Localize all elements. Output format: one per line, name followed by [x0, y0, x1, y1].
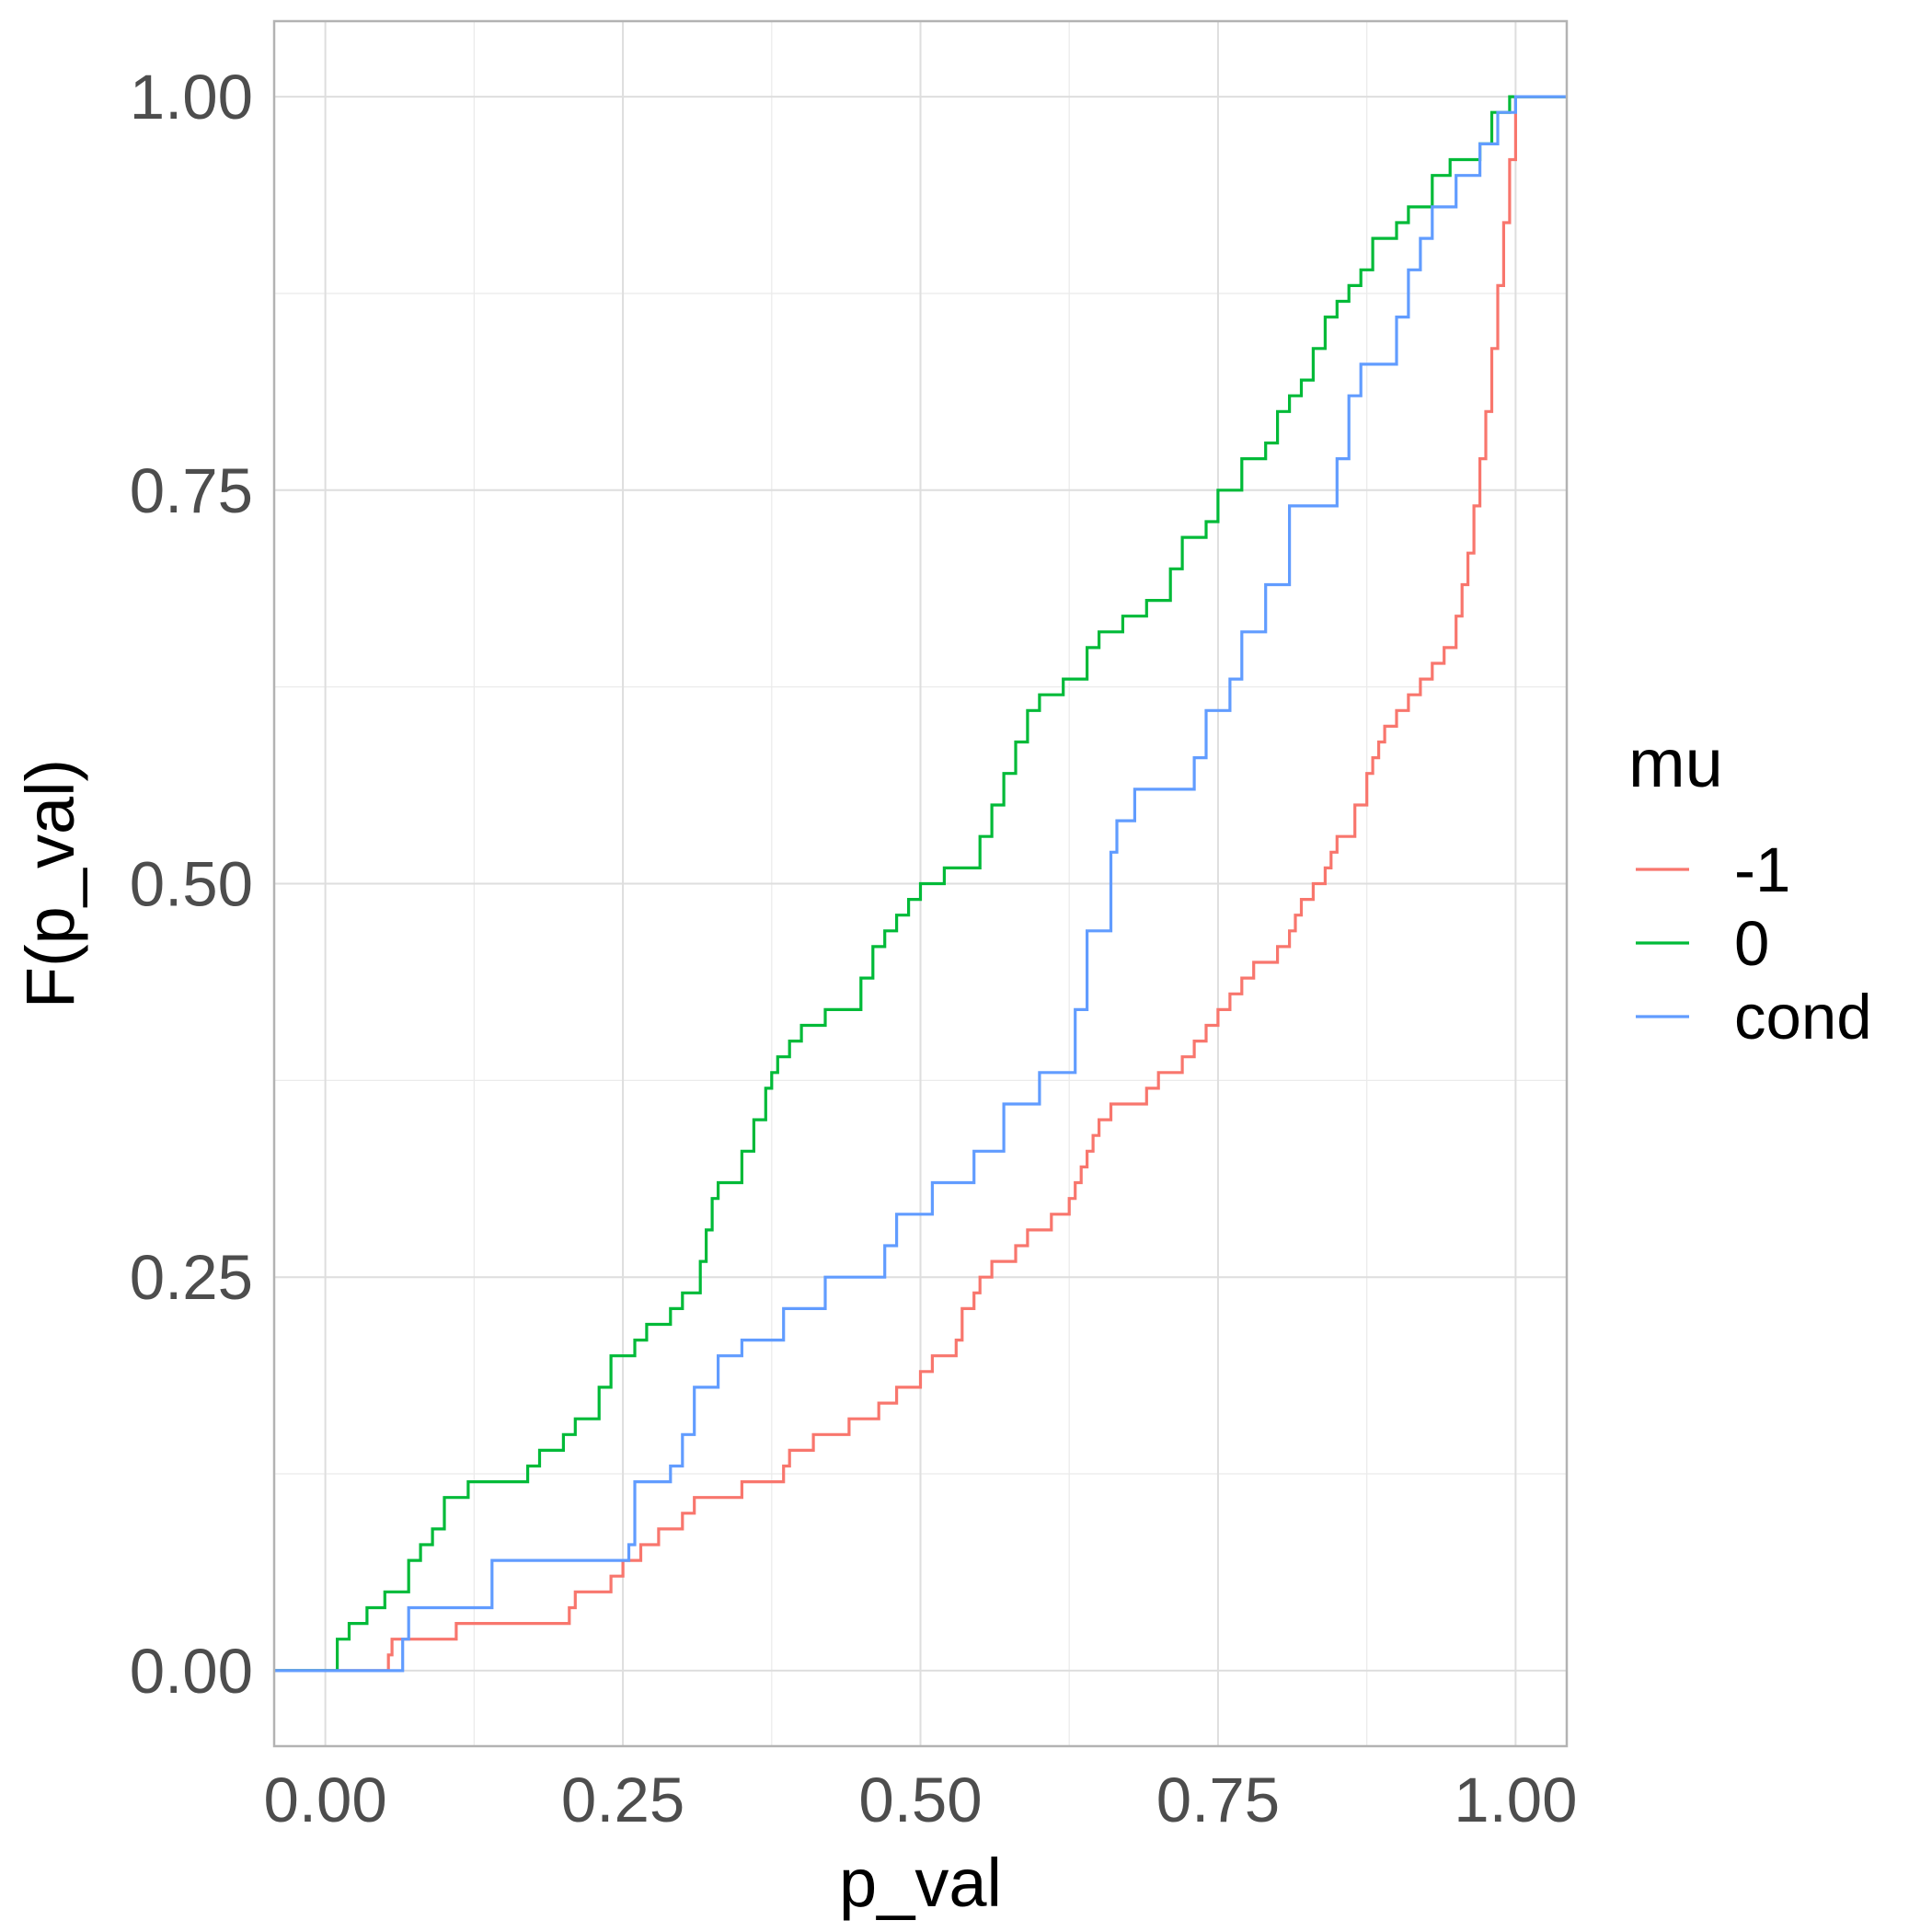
major-grid	[274, 21, 1567, 1746]
series-line-0	[274, 95, 1567, 1673]
x-tick-label: 0.00	[263, 1765, 386, 1835]
legend-label-0: 0	[1734, 908, 1769, 979]
y-tick-labels: 0.00 0.25 0.50 0.75 1.00	[130, 62, 253, 1707]
y-tick-label: 0.50	[130, 849, 253, 920]
series-layer	[274, 95, 1567, 1673]
series-line-cond	[274, 95, 1567, 1673]
legend-label--1: -1	[1734, 834, 1790, 905]
y-axis-title: F(p_val)	[12, 759, 88, 1008]
panel-border	[272, 19, 1569, 1748]
x-axis-title: p_val	[839, 1845, 1002, 1921]
x-tick-label: 0.50	[858, 1765, 982, 1835]
x-tick-label: 1.00	[1454, 1765, 1577, 1835]
legend-label-cond: cond	[1734, 982, 1872, 1052]
y-tick-label: 0.25	[130, 1242, 253, 1313]
x-tick-labels: 0.00 0.25 0.50 0.75 1.00	[263, 1765, 1577, 1835]
series-line--1	[274, 95, 1567, 1673]
y-tick-label: 1.00	[130, 62, 253, 132]
legend-title: mu	[1628, 725, 1723, 801]
y-tick-label: 0.75	[130, 455, 253, 526]
x-tick-label: 0.25	[561, 1765, 684, 1835]
x-tick-label: 0.75	[1156, 1765, 1280, 1835]
y-tick-label: 0.00	[130, 1636, 253, 1707]
